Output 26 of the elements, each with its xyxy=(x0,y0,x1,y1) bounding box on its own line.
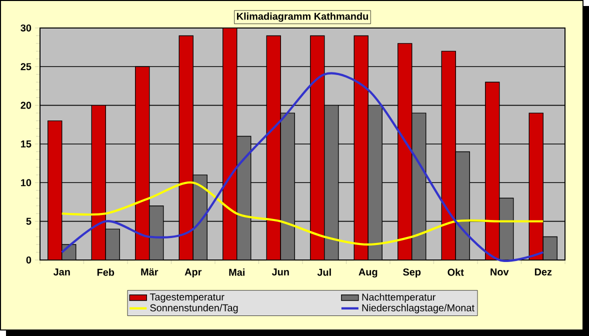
legend-label: Niederschlagstage/Monat xyxy=(362,304,474,314)
x-tick-label: Aug xyxy=(358,268,378,278)
line-series xyxy=(60,72,544,262)
x-tick-label: Feb xyxy=(97,268,114,276)
x-tick-label: Jun xyxy=(272,268,289,276)
legend-label: Nachttemperatur xyxy=(362,293,436,303)
x-tick-label: Dez xyxy=(534,268,552,276)
y-tick-label: 30 xyxy=(20,24,32,32)
y-tick-label: 10 xyxy=(21,179,32,186)
x-tick-label: Nov xyxy=(490,268,509,276)
chart-title: Klimadiagramm Kathmandu xyxy=(237,12,368,22)
y-tick-label: 5 xyxy=(26,218,32,225)
x-tick-label: Okt xyxy=(448,268,464,276)
y-tick-label: 15 xyxy=(21,140,32,148)
x-tick-label: Mär xyxy=(141,268,158,276)
legend-label: Sonnenstunden/Tag xyxy=(150,304,238,314)
legend-label: Tagestemperatur xyxy=(150,294,224,302)
line-series xyxy=(60,181,544,246)
y-tick-label: 0 xyxy=(26,256,32,264)
x-tick-label: Sep xyxy=(403,268,421,278)
x-tick-label: Apr xyxy=(184,268,202,278)
x-tick-label: Mai xyxy=(229,268,244,276)
x-tick-label: Jul xyxy=(317,268,331,276)
x-tick-label: Jan xyxy=(53,268,70,276)
y-tick-label: 20 xyxy=(20,102,32,109)
y-tick-label: 25 xyxy=(20,63,32,70)
